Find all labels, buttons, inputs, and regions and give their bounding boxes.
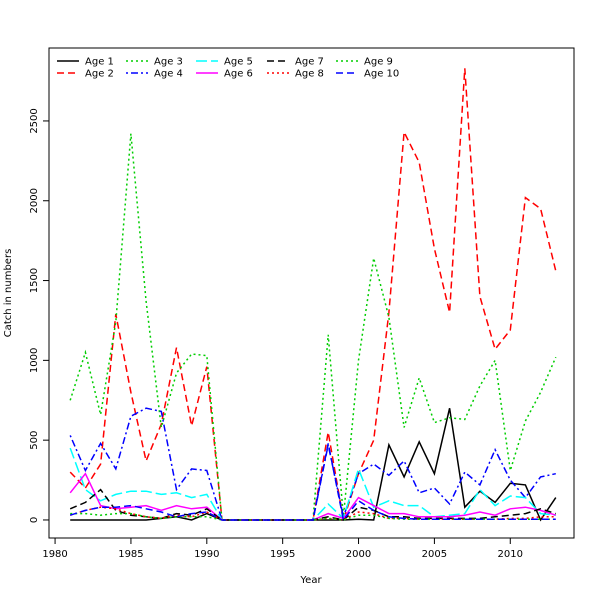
- y-tick-label: 2500: [29, 108, 40, 133]
- series-line: [69, 443, 556, 522]
- legend-label: Age 2: [85, 69, 114, 80]
- legend-label: Age 9: [364, 57, 393, 68]
- legend-label: Age 7: [295, 57, 324, 68]
- x-tick-label: 2010: [498, 549, 523, 560]
- legend-label: Age 8: [295, 69, 324, 80]
- x-tick-label: 1995: [270, 549, 295, 560]
- x-tick-label: 1990: [194, 549, 219, 560]
- series-line: [70, 408, 557, 522]
- x-axis-label: Year: [299, 575, 322, 586]
- series-line: [69, 407, 556, 521]
- legend-label: Age 5: [224, 57, 253, 68]
- legend-label: Age 4: [154, 69, 183, 80]
- x-tick-label: 2005: [422, 549, 447, 560]
- legend-label: Age 1: [85, 57, 114, 68]
- y-tick-label: 500: [29, 431, 40, 450]
- legend-label: Age 3: [154, 57, 183, 68]
- y-tick-label: 2000: [29, 188, 40, 213]
- series-line: [69, 447, 556, 521]
- x-tick-label: 1980: [42, 549, 67, 560]
- y-tick-label: 0: [29, 517, 40, 523]
- x-tick-label: 2000: [346, 549, 371, 560]
- y-tick-label: 1000: [29, 348, 40, 373]
- legend-label: Age 6: [224, 69, 253, 80]
- y-tick-label: 1500: [29, 268, 40, 293]
- series-line: [69, 133, 557, 521]
- series-line: [70, 512, 556, 521]
- x-tick-label: 1985: [118, 549, 143, 560]
- series-line: [69, 68, 557, 521]
- legend-label: Age 10: [364, 69, 399, 80]
- y-axis-label: Catch in numbers: [3, 249, 14, 338]
- plot-box: [48, 47, 575, 539]
